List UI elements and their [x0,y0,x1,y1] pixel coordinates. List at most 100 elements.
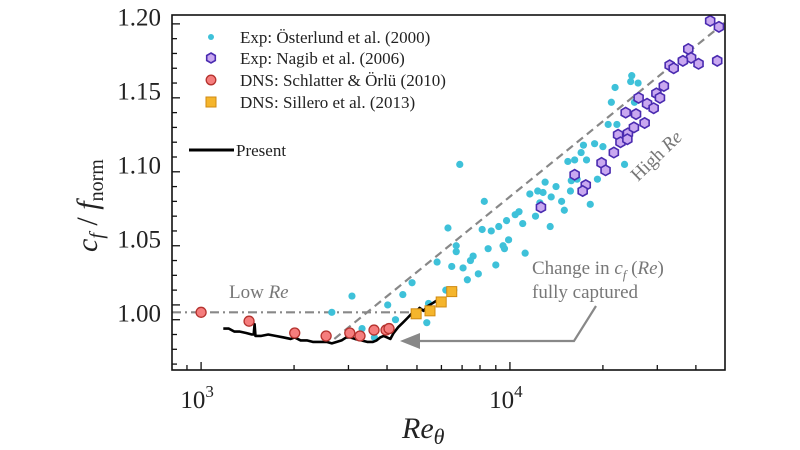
nagib-point [600,164,611,177]
series-square [410,286,458,320]
nagib-point [668,62,679,75]
nagib-point [577,184,588,198]
osterlund-point [521,249,529,257]
data-series [195,14,725,345]
nagib-point [677,54,689,67]
osterlund-point [399,290,407,299]
osterlund-point [604,120,612,129]
nagib-point [711,54,723,67]
osterlund-point [531,212,540,220]
osterlund-point [552,182,560,191]
x-axis-label: Reθ [401,412,445,449]
sillero-point [435,296,447,308]
osterlund-point [408,279,416,287]
osterlund-point [495,222,503,231]
y-tick-label: 1.15 [117,78,161,105]
x-tick-label: 103 [180,382,214,414]
sillero-point [446,286,458,298]
osterlund-point [582,156,591,164]
osterlund-point [480,197,488,205]
y-axis-label: cf / fnorm [71,159,108,252]
nagib-point [654,91,666,104]
callout-arrowhead [400,333,420,349]
series-hexagon [535,14,725,214]
osterlund-point [558,197,566,205]
legend-marker-sillero [205,96,217,108]
low-re-label: Low Re [229,282,289,303]
osterlund-point [634,79,642,87]
osterlund-point [577,148,585,157]
legend-label-schlatter: DNS: Schlatter & Örlü (2010) [240,71,446,90]
nagib-point [685,51,697,65]
y-tick-label: 1.00 [117,300,161,327]
callout-text-line2: fully captured [532,282,639,303]
callout-text-line1: Change in cf (Re) [532,258,664,282]
schlatter-point [289,327,301,339]
x-axis: 103 104 [180,362,697,414]
osterlund-point [515,208,523,216]
legend-label-osterlund: Exp: Österlund et al. (2000) [240,28,430,47]
schlatter-point [354,330,366,342]
present-line [223,296,441,345]
legend-label-nagib: Exp: Nagib et al. (2006) [240,49,405,68]
y-tick-label: 1.05 [117,226,161,253]
nagib-point [628,121,640,134]
nagib-point [658,79,670,93]
osterlund-point [560,206,568,214]
high-re-label: High Re [627,127,687,186]
schlatter-point [368,324,380,336]
osterlund-point [384,301,392,309]
nagib-point [713,20,725,33]
osterlund-point [463,276,471,284]
osterlund-point [539,188,547,197]
nagib-point [704,14,716,28]
osterlund-point [452,248,460,256]
nagib-point [639,116,650,130]
legend: Exp: Österlund et al. (2000) Exp: Nagib … [189,28,446,160]
nagib-point [630,107,642,121]
nagib-point [648,102,659,115]
nagib-point [633,91,644,104]
osterlund-point [328,308,336,316]
osterlund-point [484,245,492,253]
osterlund-point [500,245,509,253]
y-tick-label: 1.20 [117,4,161,31]
sillero-point [424,305,436,317]
y-tick-label: 1.10 [117,152,161,179]
osterlund-point [620,160,629,168]
osterlund-point [504,236,513,244]
osterlund-point [474,270,482,278]
osterlund-point [541,178,549,186]
callout-arrow [400,305,597,349]
osterlund-point [564,157,572,166]
schlatter-point [320,330,332,342]
x-tick-label: 104 [489,382,523,414]
legend-label-sillero: DNS: Sillero et al. (2013) [240,93,415,112]
osterlund-point [502,217,511,225]
y-axis: 1.00 1.05 1.10 1.15 1.20 [117,4,180,365]
series-circle [195,306,395,342]
osterlund-point [599,143,607,151]
plot-frame [171,14,726,371]
osterlund-point [459,264,467,272]
osterlund-point [613,120,621,129]
callout-arrow-line [418,305,597,343]
nagib-point [535,201,547,214]
schlatter-point [195,306,207,318]
osterlund-point [627,77,635,86]
nagib-point [693,57,704,70]
osterlund-point [546,222,554,231]
schlatter-point [344,327,356,339]
legend-marker-schlatter [205,74,217,86]
nagib-point [608,146,620,159]
osterlund-point [611,83,619,92]
osterlund-point [478,225,486,234]
series-line [223,296,441,345]
schlatter-point [383,322,395,335]
schlatter-point [243,315,255,327]
osterlund-point [456,160,464,168]
osterlund-point [586,200,594,208]
osterlund-point [444,224,452,232]
osterlund-point [519,219,527,228]
